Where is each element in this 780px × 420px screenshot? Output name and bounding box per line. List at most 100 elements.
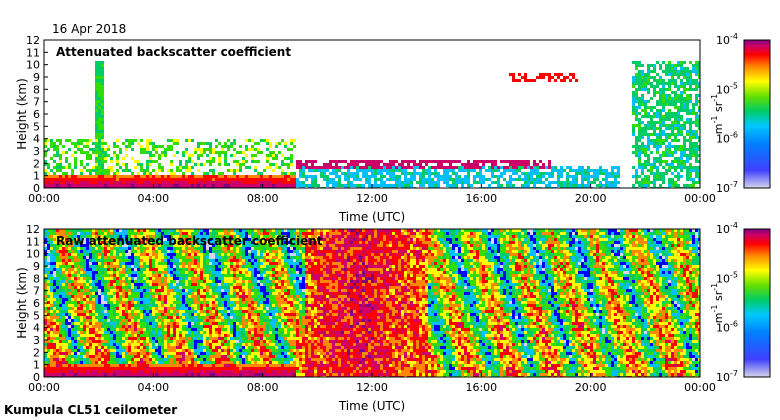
heatmap-cell xyxy=(191,229,194,232)
heatmap-cell xyxy=(110,349,113,352)
heatmap-cell xyxy=(605,184,608,187)
heatmap-cell xyxy=(689,82,692,85)
heatmap-cell xyxy=(176,334,179,337)
heatmap-cell xyxy=(86,289,89,292)
heatmap-cell xyxy=(683,88,686,91)
heatmap-cell xyxy=(164,181,167,184)
heatmap-cell xyxy=(128,280,131,283)
heatmap-cell xyxy=(152,328,155,331)
heatmap-cell xyxy=(191,292,194,295)
heatmap-cell xyxy=(410,175,413,178)
heatmap-cell xyxy=(62,292,65,295)
heatmap-cell xyxy=(68,235,71,238)
heatmap-cell xyxy=(653,121,656,124)
heatmap-cell xyxy=(68,370,71,373)
heatmap-cell xyxy=(68,313,71,316)
heatmap-cell xyxy=(467,163,470,166)
heatmap-cell xyxy=(446,160,449,163)
heatmap-cell xyxy=(332,172,335,175)
heatmap-cell xyxy=(98,106,101,109)
heatmap-cell xyxy=(86,154,89,157)
heatmap-cell xyxy=(71,367,74,370)
heatmap-cell xyxy=(149,370,152,373)
heatmap-cell xyxy=(143,259,146,262)
heatmap-cell xyxy=(251,145,254,148)
heatmap-cell xyxy=(647,124,650,127)
heatmap-cell xyxy=(698,172,700,175)
heatmap-cell xyxy=(326,166,329,169)
heatmap-cell xyxy=(140,340,143,343)
heatmap-cell xyxy=(671,70,674,73)
heatmap-cell xyxy=(698,82,700,85)
heatmap-cell xyxy=(263,175,266,178)
heatmap-cell xyxy=(185,319,188,322)
heatmap-cell xyxy=(134,160,137,163)
heatmap-cell xyxy=(671,163,674,166)
heatmap-cell xyxy=(104,355,107,358)
heatmap-cell xyxy=(500,166,503,169)
heatmap-cell xyxy=(689,157,692,160)
heatmap-cell xyxy=(182,241,185,244)
heatmap-cell xyxy=(59,259,62,262)
heatmap-cell xyxy=(122,175,125,178)
heatmap-cell xyxy=(242,160,245,163)
heatmap-cell xyxy=(179,244,182,247)
heatmap-cell xyxy=(641,103,644,106)
heatmap-cell xyxy=(65,367,68,370)
heatmap-cell xyxy=(152,286,155,289)
heatmap-cell xyxy=(173,337,176,340)
heatmap-cell xyxy=(53,235,56,238)
heatmap-cell xyxy=(107,340,110,343)
heatmap-cell xyxy=(164,232,167,235)
heatmap-cell xyxy=(632,106,635,109)
heatmap-cell xyxy=(56,304,59,307)
heatmap-cell xyxy=(59,298,62,301)
heatmap-cell xyxy=(161,331,164,334)
heatmap-cell xyxy=(506,181,509,184)
heatmap-cell xyxy=(161,310,164,313)
heatmap-cell xyxy=(488,169,491,172)
heatmap-cell xyxy=(53,340,56,343)
heatmap-cell xyxy=(149,352,152,355)
heatmap-cell xyxy=(188,322,191,325)
heatmap-cell xyxy=(650,169,653,172)
heatmap-cell xyxy=(140,244,143,247)
heatmap-cell xyxy=(125,181,128,184)
heatmap-cell xyxy=(62,355,65,358)
heatmap-cell xyxy=(128,283,131,286)
heatmap-cell xyxy=(140,301,143,304)
heatmap-cell xyxy=(95,247,98,250)
heatmap-cell xyxy=(56,373,59,376)
heatmap-cell xyxy=(50,283,53,286)
heatmap-cell xyxy=(173,373,176,376)
heatmap-cell xyxy=(65,166,68,169)
heatmap-cell xyxy=(182,232,185,235)
heatmap-cell xyxy=(47,229,50,232)
heatmap-cell xyxy=(185,361,188,364)
heatmap-cell xyxy=(143,337,146,340)
heatmap-cell xyxy=(650,124,653,127)
heatmap-cell xyxy=(512,178,515,181)
heatmap-cell xyxy=(179,259,182,262)
heatmap-cell xyxy=(68,367,71,370)
heatmap-cell xyxy=(47,328,50,331)
heatmap-cell xyxy=(167,283,170,286)
heatmap-cell xyxy=(71,289,74,292)
heatmap-cell xyxy=(380,178,383,181)
heatmap-cell xyxy=(182,340,185,343)
heatmap-cell xyxy=(119,349,122,352)
heatmap-cell xyxy=(524,184,527,187)
heatmap-cell xyxy=(296,181,299,184)
heatmap-cell xyxy=(155,289,158,292)
heatmap-cell xyxy=(209,181,212,184)
heatmap-cell xyxy=(62,181,65,184)
heatmap-cell xyxy=(56,358,59,361)
heatmap-cell xyxy=(65,151,68,154)
heatmap-cell xyxy=(407,184,410,187)
heatmap-cell xyxy=(473,181,476,184)
heatmap-cell xyxy=(95,109,98,112)
heatmap-cell xyxy=(80,328,83,331)
heatmap-cell xyxy=(56,355,59,358)
heatmap-cell xyxy=(398,175,401,178)
heatmap-cell xyxy=(131,262,134,265)
